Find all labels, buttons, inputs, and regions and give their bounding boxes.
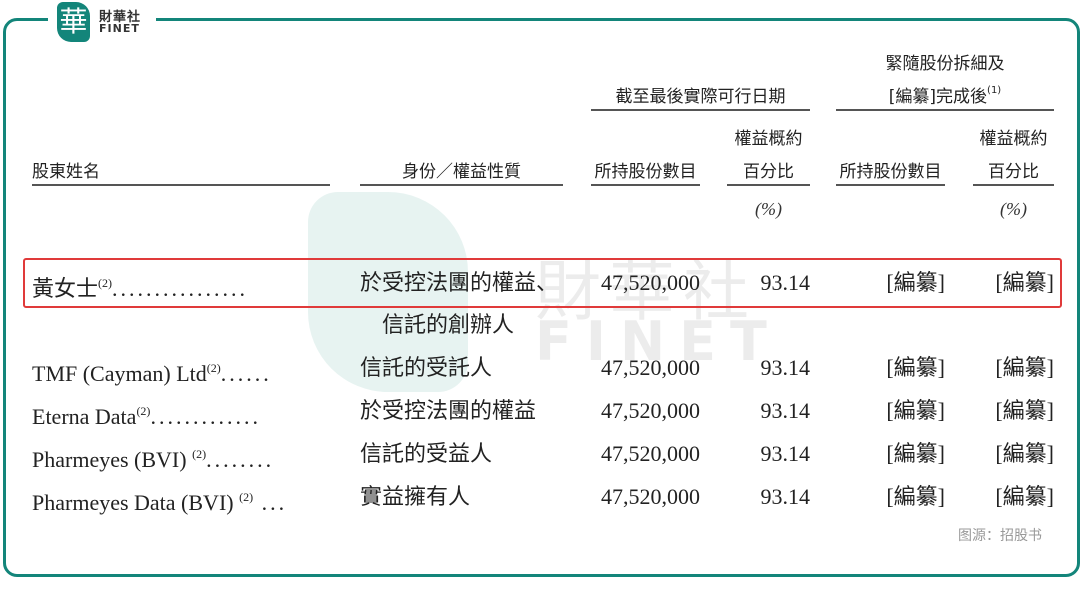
shareholder-name: Pharmeyes Data (BVI) (2) ...	[32, 490, 288, 515]
divider	[973, 184, 1054, 186]
shareholder-name: Eterna Data(2).............	[32, 404, 261, 429]
post-shares: [編纂]	[886, 441, 945, 466]
group-header-post-line2: [編纂]完成後(1)	[888, 85, 1002, 107]
finet-logo: 華	[57, 2, 90, 42]
capacity: 信託的受託人	[360, 355, 493, 380]
divider	[727, 184, 810, 186]
watermark-logo	[308, 192, 468, 392]
divider	[591, 109, 810, 111]
divider	[32, 184, 330, 186]
col-header-capacity: 身份／權益性質	[402, 162, 521, 182]
watermark-en: FINET	[535, 310, 781, 373]
post-pct: [編纂]	[995, 355, 1054, 380]
watermark-cn: 財華社	[535, 253, 757, 330]
post-shares: [編纂]	[886, 270, 945, 295]
divider	[360, 184, 563, 186]
pct-unit: (%)	[755, 199, 782, 219]
post-shares: [編纂]	[886, 398, 945, 423]
capacity: 於受控法團的權益	[360, 398, 537, 423]
divider	[591, 184, 700, 186]
col-header-pct-line1: 權益概約	[734, 129, 803, 149]
shares: 47,520,000	[601, 270, 700, 295]
group-header-current: 截至最後實際可行日期	[615, 87, 786, 107]
capacity: 於受控法團的權益、	[360, 270, 559, 295]
capacity: 實益擁有人	[360, 484, 471, 509]
shares: 47,520,000	[601, 398, 700, 423]
col-header-post-pct-line2: 百分比	[988, 162, 1039, 182]
shares: 47,520,000	[601, 484, 700, 509]
logo-text-cn: 財華社	[99, 10, 142, 25]
pct: 93.14	[760, 441, 811, 466]
post-shares: [編纂]	[886, 484, 945, 509]
pct: 93.14	[760, 484, 811, 509]
shares: 47,520,000	[601, 441, 700, 466]
pct: 93.14	[760, 398, 811, 423]
col-header-name: 股東姓名	[32, 162, 100, 182]
source-note: 图源：招股书	[958, 528, 1042, 544]
capacity-cont: 信託的創辦人	[382, 312, 515, 337]
col-header-pct-line2: 百分比	[743, 162, 794, 182]
post-pct: [編纂]	[995, 270, 1054, 295]
logo-text-en: FINET	[99, 22, 140, 35]
col-header-shares: 所持股份數目	[594, 162, 697, 182]
highlight-box	[23, 258, 1062, 308]
shareholder-name: Pharmeyes (BVI) (2)........	[32, 447, 275, 472]
post-shares: [編纂]	[886, 355, 945, 380]
post-pct: [編纂]	[995, 484, 1054, 509]
post-pct: [編纂]	[995, 398, 1054, 423]
post-pct: [編纂]	[995, 441, 1054, 466]
shareholder-name: TMF (Cayman) Ltd(2)......	[32, 361, 272, 386]
shareholder-name: 黃女士(2)................	[32, 276, 249, 301]
group-header-post-line1: 緊隨股份拆細及	[885, 54, 1005, 74]
capacity: 信託的受益人	[360, 441, 493, 466]
col-header-post-pct-line1: 權益概約	[979, 129, 1048, 149]
pct: 93.14	[760, 355, 811, 380]
pct: 93.14	[760, 270, 811, 295]
divider	[836, 184, 945, 186]
shares: 47,520,000	[601, 355, 700, 380]
col-header-post-shares: 所持股份數目	[839, 162, 942, 182]
divider	[836, 109, 1054, 111]
frame-border	[3, 18, 1080, 577]
pct-unit: (%)	[1000, 199, 1027, 219]
